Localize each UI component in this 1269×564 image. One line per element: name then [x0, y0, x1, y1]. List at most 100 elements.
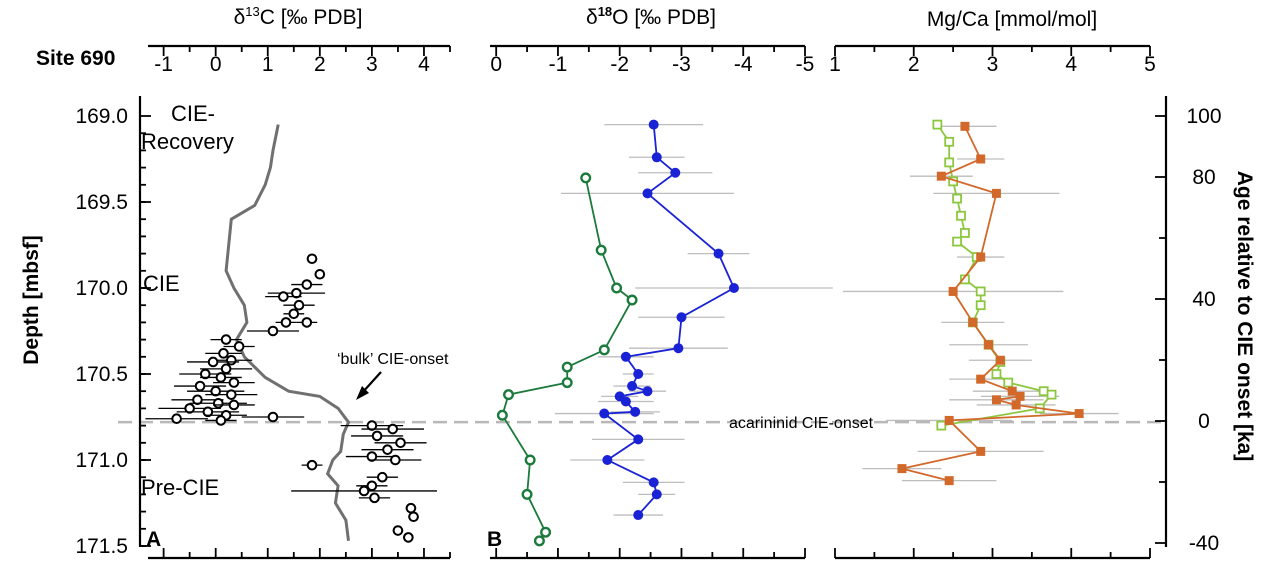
data-point [952, 236, 962, 247]
data-point [366, 420, 378, 431]
data-point [713, 248, 724, 259]
age-tick-label: 100 [1186, 105, 1221, 128]
data-point [642, 386, 653, 397]
data-point [306, 253, 318, 265]
panel-b-xlabel: δ18O [‰ PDB] [586, 4, 716, 29]
data-point [960, 228, 970, 238]
reference-line-label: acarininid CIE-onset [729, 415, 874, 432]
depth-tick-label: 169.5 [75, 191, 128, 214]
data-point [599, 408, 610, 419]
age-tick-label: 0 [1198, 410, 1210, 433]
data-point [976, 446, 986, 456]
data-point [975, 286, 986, 297]
data-point [595, 244, 607, 256]
panel-letter-b: B [487, 528, 502, 551]
data-point [651, 152, 662, 163]
data-point [395, 437, 406, 449]
panel-c-tick-label: 5 [1144, 53, 1156, 76]
data-point [976, 154, 986, 164]
data-point [991, 188, 1001, 198]
zone-label-cie: CIE [143, 271, 180, 296]
data-point [630, 406, 641, 417]
data-point [670, 167, 681, 178]
data-point [598, 344, 610, 356]
data-point [561, 361, 573, 373]
data-point [976, 374, 986, 384]
data-point [540, 526, 552, 538]
panel-a-tick-label: 3 [366, 53, 378, 76]
data-point [611, 282, 623, 294]
data-point [1015, 391, 1025, 401]
data-point [207, 356, 219, 368]
data-point [228, 399, 240, 411]
data-point [633, 434, 644, 445]
data-point [944, 415, 954, 425]
data-point [291, 287, 302, 299]
data-point [369, 492, 380, 504]
panel-a-xlabel: δ13C [‰ PDB] [234, 4, 363, 29]
data-point [1011, 400, 1021, 410]
data-point [408, 511, 419, 523]
data-point [194, 380, 206, 392]
data-point [280, 317, 292, 328]
data-point [371, 430, 383, 442]
data-point [944, 136, 955, 147]
data-point [1003, 377, 1014, 388]
depth-tick-label: 170.5 [75, 363, 128, 386]
data-point [952, 193, 962, 204]
series-line [601, 124, 736, 516]
data-point [212, 397, 224, 409]
data-point [975, 300, 986, 311]
data-point [403, 532, 414, 543]
data-point [580, 172, 592, 184]
data-point [648, 477, 659, 488]
data-point [673, 343, 684, 354]
panel-c-tick-label: 2 [908, 53, 920, 76]
series-line [901, 125, 1080, 482]
data-point [301, 279, 313, 290]
data-point [627, 381, 638, 392]
data-point [561, 377, 573, 389]
data-point [991, 369, 1002, 379]
depth-tick-label: 169.0 [75, 105, 128, 128]
data-point [897, 464, 907, 474]
data-point [202, 406, 214, 418]
data-point [1074, 409, 1084, 419]
data-point [936, 420, 947, 431]
data-point [496, 409, 508, 421]
data-point [215, 415, 227, 426]
age-tick-label: -40 [1189, 532, 1219, 555]
panel-a-tick-label: 2 [314, 53, 326, 76]
data-point [995, 355, 1005, 365]
data-point [533, 535, 545, 547]
depth-tick-label: 171.5 [75, 535, 128, 558]
panel-a-tick-label: -1 [154, 53, 173, 76]
data-point [358, 485, 370, 497]
data-point [676, 312, 687, 323]
data-point [960, 121, 970, 131]
zone-label-pre-cie: Pre-CIE [141, 475, 219, 500]
annotation-bulk-cie-onset: ‘bulk’ CIE-onset [337, 351, 449, 368]
panel-c-tick-label: 3 [987, 53, 999, 76]
data-point [366, 451, 378, 462]
data-point [944, 157, 955, 168]
data-point [366, 480, 378, 492]
panel-b-tick-label: 0 [490, 53, 502, 76]
data-point [642, 188, 653, 199]
data-point [226, 389, 237, 400]
data-point [728, 283, 739, 293]
data-layer [145, 119, 1119, 547]
data-point [233, 341, 245, 352]
data-point [306, 459, 318, 471]
data-point [228, 377, 240, 388]
data-point [1046, 389, 1057, 400]
data-point [382, 444, 393, 455]
depth-tick-label: 170.0 [75, 277, 128, 300]
y-axis-label: Depth [mbsf] [20, 235, 43, 365]
panel-b-tick-label: -5 [796, 53, 815, 76]
axes-layer: -1 0 1 2 3 4 0 -1 -2 -3 -4 -5 1 2 3 4 5169.0169.5170.017… [75, 44, 1222, 560]
site-label: Site 690 [36, 47, 115, 70]
data-point [267, 325, 279, 337]
data-point [620, 396, 631, 407]
